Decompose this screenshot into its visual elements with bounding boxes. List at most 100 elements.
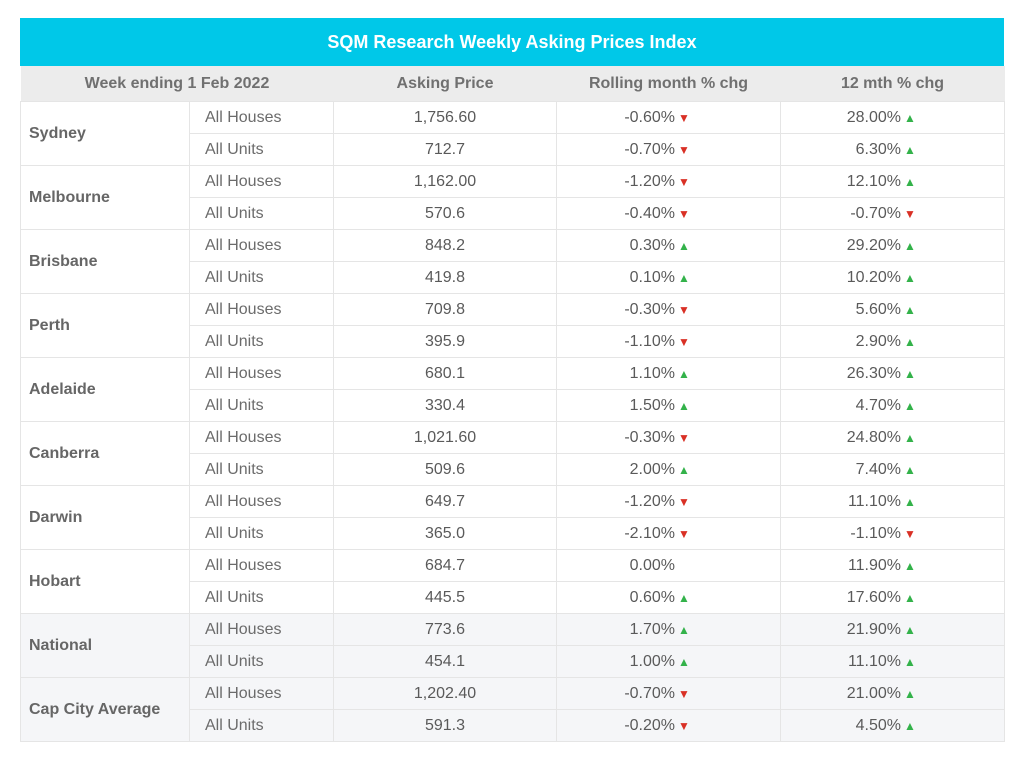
asking-price: 445.5 bbox=[333, 581, 558, 614]
down-arrow-icon: ▼ bbox=[678, 526, 690, 541]
annual-change: 26.30% ▲ bbox=[780, 357, 1006, 390]
city-name: Hobart bbox=[20, 549, 190, 614]
city-name: Melbourne bbox=[20, 165, 190, 230]
property-type: All Houses bbox=[188, 421, 335, 454]
up-arrow-icon: ▲ bbox=[904, 302, 916, 317]
table-row: Melbourne All Houses 1,162.00 -1.20% ▼ 12.10%… bbox=[20, 165, 1006, 230]
rolling-change-value: -0.30% bbox=[624, 300, 676, 318]
rolling-change-value: 1.00% bbox=[629, 652, 676, 670]
rolling-change: -1.20% ▼ bbox=[556, 485, 782, 518]
rolling-change: -0.20% ▼ bbox=[556, 709, 782, 742]
rolling-change-value: 2.00% bbox=[629, 460, 676, 478]
table-row: Brisbane All Houses 848.2 0.30% ▲ 29.20% ▲ bbox=[20, 229, 1006, 294]
down-arrow-icon: ▼ bbox=[678, 206, 690, 221]
property-type: All Units bbox=[188, 517, 335, 550]
down-arrow-icon: ▼ bbox=[678, 110, 690, 125]
up-arrow-icon: ▲ bbox=[904, 270, 916, 285]
rolling-change-value: -0.40% bbox=[624, 204, 676, 222]
property-type: All Houses bbox=[188, 229, 335, 262]
annual-change: 5.60% ▲ bbox=[780, 293, 1006, 326]
up-arrow-icon: ▲ bbox=[904, 398, 916, 413]
table-row: All Units 445.5 0.60% ▲ 17.60% ▲ bbox=[21, 581, 1006, 614]
asking-price: 680.1 bbox=[333, 357, 558, 390]
header-12-month: 12 mth % chg bbox=[780, 66, 1005, 102]
table-row: Perth All Houses 709.8 -0.30% ▼ 5.60% ▲ bbox=[20, 293, 1006, 358]
asking-price: 395.9 bbox=[333, 325, 558, 358]
annual-change-value: 29.20% bbox=[846, 236, 902, 254]
asking-price: 773.6 bbox=[333, 613, 558, 646]
annual-change: 11.90% ▲ bbox=[780, 549, 1006, 582]
asking-price: 419.8 bbox=[333, 261, 558, 294]
rolling-change: 2.00% ▲ bbox=[556, 453, 782, 486]
property-type: All Houses bbox=[188, 677, 335, 710]
table-row: National All Houses 773.6 1.70% ▲ 21.90% ▲ bbox=[20, 613, 1006, 678]
up-arrow-icon: ▲ bbox=[678, 654, 690, 669]
up-arrow-icon: ▲ bbox=[904, 462, 916, 477]
property-type: All Houses bbox=[188, 293, 335, 326]
table-body: Sydney All Houses 1,756.60 -0.60% ▼ 28.00% ▲ Al… bbox=[20, 101, 1006, 742]
rolling-change-value: -1.20% bbox=[624, 492, 676, 510]
rolling-change-value: 0.60% bbox=[629, 588, 676, 606]
up-arrow-icon: ▲ bbox=[904, 366, 916, 381]
header-asking-price: Asking Price bbox=[333, 66, 557, 102]
up-arrow-icon: ▲ bbox=[678, 462, 690, 477]
annual-change-value: 5.60% bbox=[855, 300, 902, 318]
rolling-change: -0.30% ▼ bbox=[556, 293, 782, 326]
property-type: All Houses bbox=[188, 165, 335, 198]
annual-change-value: 4.50% bbox=[855, 716, 902, 734]
up-arrow-icon: ▲ bbox=[904, 238, 916, 253]
up-arrow-icon: ▲ bbox=[904, 110, 916, 125]
rolling-change: 0.00% bbox=[556, 549, 782, 582]
up-arrow-icon: ▲ bbox=[904, 174, 916, 189]
table-row: Cap City Average All Houses 1,202.40 -0.70%… bbox=[20, 677, 1006, 742]
rolling-change-value: -0.30% bbox=[624, 428, 676, 446]
rolling-change: -1.10% ▼ bbox=[556, 325, 782, 358]
down-arrow-icon: ▼ bbox=[904, 206, 916, 221]
rolling-change: -0.40% ▼ bbox=[556, 197, 782, 230]
annual-change: 2.90% ▲ bbox=[780, 325, 1006, 358]
property-type: All Units bbox=[188, 709, 335, 742]
annual-change-value: 10.20% bbox=[846, 268, 902, 286]
down-arrow-icon: ▼ bbox=[678, 334, 690, 349]
rolling-change: 0.30% ▲ bbox=[556, 229, 782, 262]
rolling-change-value: -2.10% bbox=[624, 524, 676, 542]
table-row: All Units 395.9 -1.10% ▼ 2.90% ▲ bbox=[21, 325, 1006, 358]
up-arrow-icon: ▲ bbox=[904, 142, 916, 157]
up-arrow-icon: ▲ bbox=[904, 686, 916, 701]
down-arrow-icon: ▼ bbox=[678, 430, 690, 445]
asking-price: 848.2 bbox=[333, 229, 558, 262]
city-name: Canberra bbox=[20, 421, 190, 486]
up-arrow-icon: ▲ bbox=[678, 270, 690, 285]
rolling-change: 1.00% ▲ bbox=[556, 645, 782, 678]
table-row: Sydney All Houses 1,756.60 -0.60% ▼ 28.00% ▲ bbox=[20, 101, 1006, 166]
down-arrow-icon: ▼ bbox=[678, 718, 690, 733]
price-index-panel: SQM Research Weekly Asking Prices Index … bbox=[20, 18, 1006, 742]
asking-price: 454.1 bbox=[333, 645, 558, 678]
annual-change-value: 4.70% bbox=[855, 396, 902, 414]
city-name: National bbox=[20, 613, 190, 678]
up-arrow-icon: ▲ bbox=[678, 238, 690, 253]
property-type: All Units bbox=[188, 325, 335, 358]
annual-change-value: -1.10% bbox=[850, 524, 902, 542]
rolling-change-value: 0.30% bbox=[629, 236, 676, 254]
city-name: Cap City Average bbox=[20, 677, 190, 742]
up-arrow-icon: ▲ bbox=[904, 622, 916, 637]
city-name: Sydney bbox=[20, 101, 190, 166]
rolling-change: -2.10% ▼ bbox=[556, 517, 782, 550]
rolling-change-value: 1.50% bbox=[629, 396, 676, 414]
property-type: All Units bbox=[188, 453, 335, 486]
up-arrow-icon: ▲ bbox=[904, 430, 916, 445]
annual-change-value: 2.90% bbox=[855, 332, 902, 350]
table-row: Darwin All Houses 649.7 -1.20% ▼ 11.10% ▲ bbox=[20, 485, 1006, 550]
annual-change-value: 12.10% bbox=[846, 172, 902, 190]
asking-price: 509.6 bbox=[333, 453, 558, 486]
rolling-change: 1.50% ▲ bbox=[556, 389, 782, 422]
asking-price: 570.6 bbox=[333, 197, 558, 230]
city-name: Perth bbox=[20, 293, 190, 358]
asking-price: 649.7 bbox=[333, 485, 558, 518]
asking-price: 684.7 bbox=[333, 549, 558, 582]
table-row: All Units 591.3 -0.20% ▼ 4.50% ▲ bbox=[21, 709, 1006, 742]
annual-change: 24.80% ▲ bbox=[780, 421, 1006, 454]
annual-change: 12.10% ▲ bbox=[780, 165, 1006, 198]
table-row: Hobart All Houses 684.7 0.00% 11.90% ▲ bbox=[20, 549, 1006, 614]
